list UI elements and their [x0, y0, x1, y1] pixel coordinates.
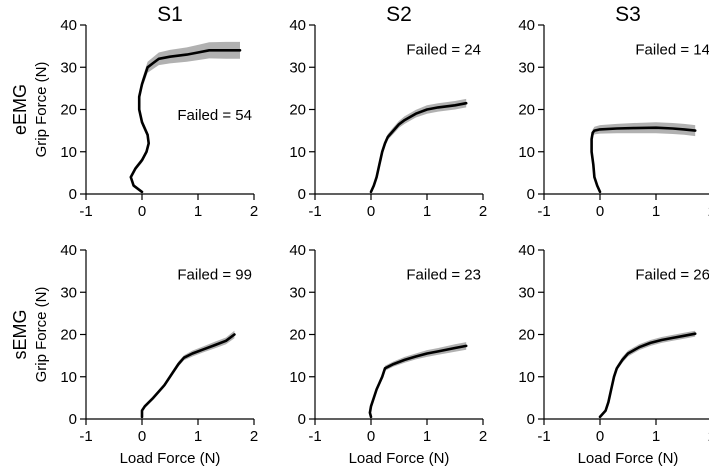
failed-count-label: Failed = 54	[177, 107, 252, 124]
y-tick-label: 40	[518, 242, 535, 259]
x-tick-label: 1	[423, 203, 431, 220]
x-tick-label: -1	[308, 428, 321, 445]
panel-title: S1	[157, 3, 183, 26]
y-tick-label: 10	[60, 369, 77, 386]
x-tick-label: -1	[79, 203, 92, 220]
x-tick-label: -1	[537, 203, 550, 220]
x-axis-label: Load Force (N)	[120, 450, 221, 467]
y-tick-label: 30	[289, 284, 306, 301]
x-tick-label: 1	[194, 428, 202, 445]
x-axis-label: Load Force (N)	[349, 450, 450, 467]
x-tick-label: -1	[308, 203, 321, 220]
y-tick-label: 10	[289, 369, 306, 386]
x-tick-label: 2	[479, 203, 487, 220]
y-tick-label: 10	[518, 369, 535, 386]
y-tick-label: 0	[298, 186, 306, 203]
x-tick-label: 2	[250, 428, 258, 445]
variability-band	[142, 330, 235, 418]
x-tick-label: 0	[596, 428, 604, 445]
panel-title: S2	[386, 3, 412, 26]
y-axis-label: Grip Force (N)	[33, 62, 50, 158]
y-tick-label: 40	[60, 242, 77, 259]
x-tick-label: 0	[138, 428, 146, 445]
y-tick-label: 40	[289, 242, 306, 259]
variability-band	[130, 41, 240, 194]
x-tick-label: -1	[537, 428, 550, 445]
x-tick-label: 0	[596, 203, 604, 220]
variability-band	[591, 122, 696, 193]
failed-count-label: Failed = 23	[406, 267, 481, 284]
x-tick-label: 2	[708, 428, 709, 445]
y-tick-label: 30	[60, 284, 77, 301]
y-tick-label: 10	[60, 144, 77, 161]
y-tick-label: 40	[289, 17, 306, 34]
x-tick-label: 1	[652, 428, 660, 445]
variability-band	[369, 342, 467, 418]
y-tick-label: 0	[527, 411, 535, 428]
y-axis-label: Grip Force (N)	[33, 287, 50, 383]
y-tick-label: 30	[518, 59, 535, 76]
x-tick-label: 0	[367, 428, 375, 445]
panel-title: S3	[615, 3, 641, 26]
y-tick-label: 10	[289, 144, 306, 161]
series-line	[368, 344, 468, 419]
y-tick-label: 10	[518, 144, 535, 161]
y-tick-label: 30	[518, 284, 535, 301]
y-tick-label: 0	[298, 411, 306, 428]
y-tick-label: 20	[289, 327, 306, 344]
y-tick-label: 40	[60, 17, 77, 34]
x-tick-label: 0	[138, 203, 146, 220]
x-tick-label: 1	[194, 203, 202, 220]
failed-count-label: Failed = 26	[635, 267, 709, 284]
failed-count-label: Failed = 99	[177, 267, 252, 284]
row-label: eEMG	[10, 84, 30, 135]
failed-count-label: Failed = 24	[406, 42, 481, 59]
failed-count-label: Failed = 14	[635, 42, 709, 59]
y-tick-label: 30	[60, 59, 77, 76]
y-tick-label: 0	[69, 186, 77, 203]
x-tick-label: 2	[708, 203, 709, 220]
row-label: sEMG	[10, 309, 30, 359]
series-line	[140, 333, 236, 419]
y-tick-label: 20	[289, 102, 306, 119]
y-tick-label: 20	[60, 102, 77, 119]
y-tick-label: 0	[527, 186, 535, 203]
x-tick-label: 2	[250, 203, 258, 220]
series-line	[590, 126, 697, 194]
y-tick-label: 20	[518, 327, 535, 344]
y-tick-label: 0	[69, 411, 77, 428]
series-line	[598, 332, 697, 419]
x-tick-label: 1	[423, 428, 431, 445]
x-tick-label: -1	[79, 428, 92, 445]
x-tick-label: 2	[479, 428, 487, 445]
x-tick-label: 0	[367, 203, 375, 220]
y-tick-label: 20	[518, 102, 535, 119]
x-axis-label: Load Force (N)	[578, 450, 679, 467]
series-line	[129, 48, 242, 194]
y-tick-label: 20	[60, 327, 77, 344]
variability-band	[371, 98, 467, 193]
series-line	[369, 101, 468, 194]
x-tick-label: 1	[652, 203, 660, 220]
y-tick-label: 40	[518, 17, 535, 34]
y-tick-label: 30	[289, 59, 306, 76]
